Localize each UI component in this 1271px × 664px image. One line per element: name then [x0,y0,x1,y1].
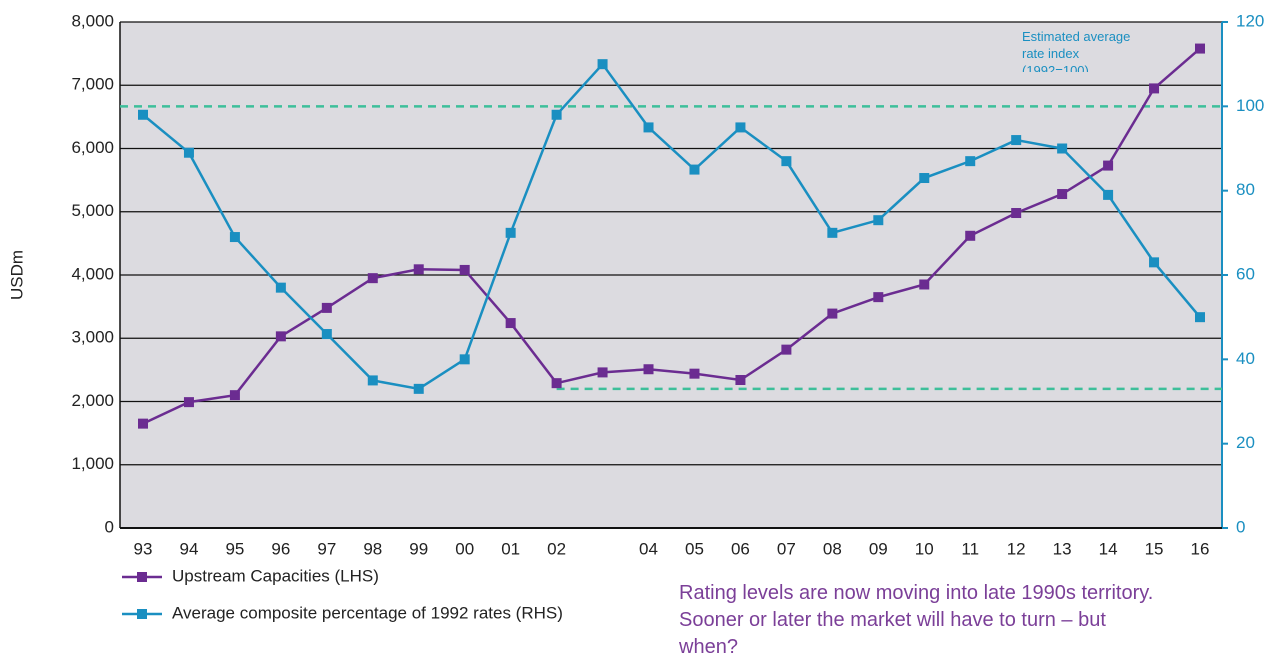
y2-tick-label: 40 [1236,349,1255,368]
x-tick-label: 97 [317,539,336,558]
legend-label: Average composite percentage of 1992 rat… [172,603,563,622]
point-marker [138,418,148,429]
y-tick-label: 4,000 [71,264,114,283]
point-marker [459,264,470,275]
x-tick-label: 07 [777,539,796,558]
point-marker [919,173,930,184]
y-tick-label: 0 [105,517,114,536]
legend-marker [137,572,147,582]
y-tick-label: 7,000 [71,75,114,94]
caption: Rating levels are now moving into late 1… [679,582,1154,658]
x-tick-label: 12 [1007,539,1026,558]
x-tick-label: 99 [409,539,428,558]
x-tick-label: 95 [225,539,244,558]
point-marker [643,364,654,375]
point-marker [1149,257,1160,268]
y-tick-label: 8,000 [71,11,114,30]
point-marker [138,109,148,120]
x-tick-label: 10 [915,539,934,558]
x-tick-label: 04 [639,539,658,558]
point-marker [367,273,378,284]
y-tick-label: 5,000 [71,201,114,220]
series-line [142,47,1201,425]
x-tick-label: 02 [547,539,566,558]
point-marker [505,227,516,238]
point-marker [275,331,286,342]
legend-label: Upstream Capacities (LHS) [172,566,379,585]
point-marker [551,378,562,389]
point-marker [1195,43,1205,54]
point-marker [873,292,884,303]
point-marker [1011,135,1022,146]
x-tick-label: 13 [1053,539,1072,558]
point-marker [643,122,654,133]
point-marker [781,344,792,355]
x-tick-label: 05 [685,539,704,558]
point-marker [689,368,700,379]
point-marker [919,279,930,290]
point-marker [873,215,884,226]
point-marker [1149,83,1160,94]
point-marker [735,374,746,385]
point-marker [827,308,838,319]
x-tick-label: 11 [961,539,979,558]
x-tick-label: 15 [1145,539,1164,558]
x-tick-label: 06 [731,539,750,558]
y-tick-label: 2,000 [71,391,114,410]
point-marker [321,302,332,313]
x-tick-label: 16 [1191,539,1210,558]
point-marker [183,397,194,408]
x-tick-label: 93 [134,539,153,558]
y-tick-label: 6,000 [71,138,114,157]
x-tick-label: 94 [179,539,198,558]
annotation-text: Estimated average rate index (1992=100) [1022,29,1131,72]
point-marker [413,383,424,394]
point-marker [459,354,470,365]
point-marker [321,329,332,340]
series-line [142,62,1201,391]
y-axis-label: USDm [7,250,26,300]
point-marker [229,232,240,243]
x-tick-label: 09 [869,539,888,558]
point-marker [551,109,562,120]
point-marker [1057,189,1068,200]
point-marker [1011,208,1022,219]
x-tick-label: 00 [455,539,474,558]
point-marker [1103,189,1114,200]
y-tick-label: 3,000 [71,328,114,347]
point-marker [413,264,424,275]
point-marker [965,156,976,167]
point-marker [965,230,976,241]
y2-tick-label: 80 [1236,180,1255,199]
y2-tick-label: 0 [1236,517,1245,536]
point-marker [827,227,838,238]
y2-tick-label: 60 [1236,264,1255,283]
x-tick-label: 08 [823,539,842,558]
y-tick-label: 1,000 [71,454,114,473]
y2-tick-label: 20 [1236,433,1255,452]
point-marker [183,147,194,158]
point-marker [505,318,516,329]
point-marker [781,156,792,167]
y2-tick-label: 100 [1236,96,1264,115]
annotation: Estimated average rate index (1992=100) [1022,29,1131,72]
x-tick-label: 96 [271,539,290,558]
point-marker [735,122,746,133]
x-tick-label: 14 [1099,539,1118,558]
point-marker [597,59,608,70]
legend-marker [137,609,147,619]
point-marker [1195,312,1205,323]
point-marker [597,367,608,378]
point-marker [367,375,378,386]
point-marker [1057,143,1068,154]
point-marker [689,164,700,175]
y2-tick-label: 120 [1236,11,1264,30]
x-tick-label: 01 [501,539,520,558]
point-marker [275,282,286,293]
point-marker [1103,160,1114,171]
point-marker [229,390,240,401]
x-tick-label: 98 [363,539,382,558]
